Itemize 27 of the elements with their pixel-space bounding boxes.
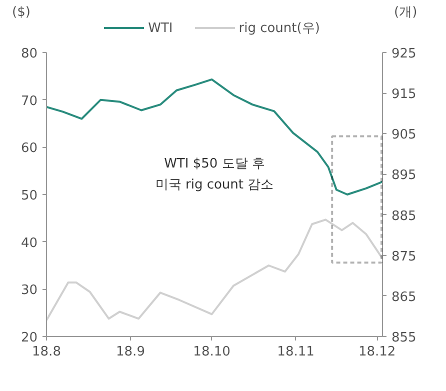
x-tick-label: 18.11 xyxy=(277,344,314,360)
x-tick-label: 18.8 xyxy=(32,344,61,360)
y2-axis-title: (개) xyxy=(394,4,418,22)
y-tick-label: 60 xyxy=(20,141,38,156)
y2-tick-label: 855 xyxy=(392,330,416,346)
y-tick-label: 40 xyxy=(20,236,38,251)
y2-tick-label: 925 xyxy=(392,46,416,62)
y2-tick-label: 865 xyxy=(392,290,416,305)
x-tick-label: 18.12 xyxy=(358,344,396,360)
x-tick-label: 18.9 xyxy=(116,344,145,360)
x-tick-label: 18.10 xyxy=(193,344,230,360)
y2-tick-label: 885 xyxy=(392,208,416,224)
legend-label: WTI xyxy=(148,21,173,36)
y2-tick-label: 905 xyxy=(392,128,416,143)
line-series xyxy=(46,78,382,196)
y-tick-label: 70 xyxy=(20,94,38,109)
y2-tick-label: 915 xyxy=(392,87,416,102)
legend-label: rig count(우) xyxy=(238,21,320,36)
annotation: WTI $50 도달 후 미국 rig count 감소 xyxy=(155,156,274,193)
line-series xyxy=(46,218,382,322)
y-tick-label: 20 xyxy=(20,330,38,346)
y-tick-label: 30 xyxy=(20,283,38,298)
y2-tick-label: 875 xyxy=(392,249,416,264)
y2-tick-label: 895 xyxy=(392,168,416,184)
y-axis-title: ($) xyxy=(12,4,30,22)
y-tick-label: 80 xyxy=(20,46,38,62)
y-tick-label: 50 xyxy=(20,188,38,204)
